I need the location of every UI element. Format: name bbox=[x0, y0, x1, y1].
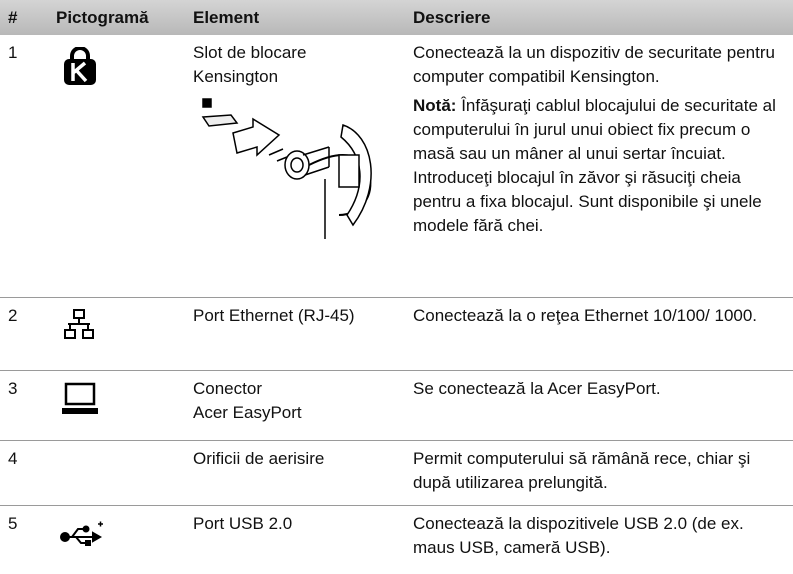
row-number: 1 bbox=[0, 35, 48, 298]
row: 3 Conector Acer EasyPort Se conectează l… bbox=[0, 370, 793, 441]
description-cell: Permit computerului să rămână rece, chia… bbox=[405, 440, 793, 506]
note-text: Înfăşuraţi cablul blocajului de securita… bbox=[413, 96, 776, 235]
description-text: Conectează la un dispozitiv de securitat… bbox=[413, 43, 775, 86]
description-cell: Se conectează la Acer EasyPort. bbox=[405, 370, 793, 441]
element-text: Port Ethernet (RJ-45) bbox=[193, 305, 355, 325]
description-text: Se conectează la Acer EasyPort. bbox=[413, 378, 661, 398]
element-text: Orificii de aerisire bbox=[193, 448, 325, 468]
header-cell: # bbox=[0, 0, 48, 35]
description-text: Permit computerului să rămână rece, chia… bbox=[413, 448, 751, 492]
icon-cell bbox=[48, 440, 185, 506]
row: 1 Slot de blocare Kensington bbox=[0, 35, 793, 298]
description-cell: Conectează la o reţea Ethernet 10/100/ 1… bbox=[405, 297, 793, 371]
element-cell: Port USB 2.0 bbox=[185, 505, 405, 574]
lock-illustration bbox=[201, 98, 372, 239]
description-text: Conectează la dispozitivele USB 2.0 (de … bbox=[413, 513, 744, 557]
element-cell: Orificii de aerisire bbox=[185, 440, 405, 506]
element-cell: Slot de blocare Kensington bbox=[185, 35, 405, 298]
row: 4 Orificii de aerisire Permit computerul… bbox=[0, 440, 793, 506]
row-number: 2 bbox=[0, 297, 48, 371]
row: 2 Port Ethernet (RJ-45) Conectează la o … bbox=[0, 297, 793, 371]
usb-icon bbox=[60, 521, 103, 546]
ethernet-icon bbox=[64, 308, 94, 339]
element-text: Slot de blocare bbox=[193, 43, 307, 62]
note: Notă: Înfăşuraţi cablul blocajului de se… bbox=[413, 94, 785, 238]
description-cell: Conectează la dispozitivele USB 2.0 (de … bbox=[405, 505, 793, 574]
icon-cell bbox=[48, 370, 185, 441]
element-cell: Port Ethernet (RJ-45) bbox=[185, 297, 405, 371]
icon-cell bbox=[48, 35, 185, 298]
kensington-icon bbox=[64, 47, 96, 85]
row-number: 4 bbox=[0, 440, 48, 506]
element-cell: Conector Acer EasyPort bbox=[185, 370, 405, 441]
element-text: Conector bbox=[193, 378, 262, 398]
element-text: Acer EasyPort bbox=[193, 402, 302, 422]
row-number: 5 bbox=[8, 513, 18, 533]
description-cell: Conectează la un dispozitiv de securitat… bbox=[405, 35, 793, 298]
header-cell: Element bbox=[185, 0, 405, 35]
icon-cell bbox=[48, 505, 185, 574]
row-number: 3 bbox=[0, 370, 48, 441]
element-text: Kensington bbox=[193, 67, 279, 86]
row: 5 Port USB 2.0 Conectează la d bbox=[0, 505, 793, 574]
header-row: # Pictogramă Element Descriere bbox=[0, 0, 793, 35]
element-text: Port USB 2.0 bbox=[193, 513, 293, 533]
icon-cell bbox=[48, 297, 185, 371]
header-cell: Pictogramă bbox=[48, 0, 185, 35]
header-cell: Descriere bbox=[405, 0, 793, 35]
easyport-icon bbox=[62, 382, 98, 414]
description-text: Conectează la o reţea Ethernet 10/100/ 1… bbox=[413, 305, 758, 325]
note-label: Notă: bbox=[413, 96, 457, 115]
